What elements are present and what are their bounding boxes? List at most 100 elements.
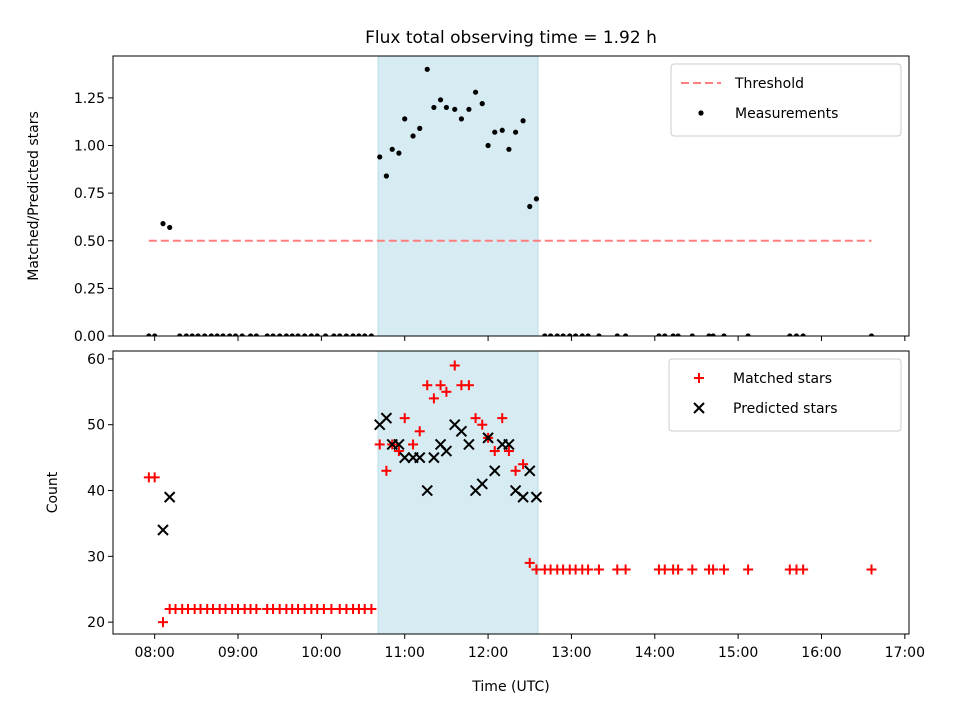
data-point — [167, 224, 173, 231]
data-point — [670, 333, 676, 336]
data-point — [214, 333, 220, 336]
legend-box — [670, 63, 902, 137]
legend-label: Matched stars — [733, 371, 832, 387]
x-b — [503, 438, 515, 451]
data-point — [499, 127, 505, 133]
x-b — [440, 445, 453, 457]
data-point — [718, 564, 729, 575]
data-point — [239, 333, 245, 336]
data-point — [366, 603, 377, 614]
data-point — [466, 106, 472, 112]
x-tick-label: 16:00 — [801, 645, 841, 661]
y-tick-label: 1.25 — [74, 91, 105, 107]
data-point — [380, 412, 393, 424]
data-point — [482, 432, 494, 444]
y-tick-label: 40 — [87, 484, 105, 500]
data-point — [157, 524, 169, 536]
data-point — [479, 101, 485, 107]
data-point — [614, 333, 620, 336]
data-point — [389, 146, 395, 152]
x-b — [414, 451, 426, 464]
x-b — [524, 465, 536, 477]
data-point — [183, 333, 189, 336]
data-point — [687, 564, 698, 575]
data-point — [673, 564, 684, 575]
observing-window-span — [377, 351, 539, 634]
legend-label: Threshold — [734, 76, 804, 92]
data-point — [410, 133, 416, 139]
data-point — [554, 333, 560, 336]
y-tick-label: 20 — [87, 615, 105, 631]
y-tick-label: 0.00 — [74, 329, 105, 345]
y-axis-label: Matched/Predicted stars — [26, 111, 42, 281]
legend-box — [668, 358, 902, 432]
data-point — [452, 106, 458, 112]
data-point — [675, 333, 681, 336]
data-point — [202, 333, 208, 336]
data-point — [289, 333, 295, 336]
data-point — [572, 333, 579, 336]
x-b — [482, 432, 494, 444]
panel-1: 0.00 0.25 0.50 0.75 1.00 1.25 Flux total obser… — [26, 28, 910, 345]
data-point — [322, 333, 329, 336]
data-point — [530, 491, 543, 503]
data-point — [472, 89, 479, 95]
x-axis-label: Time (UTC) — [471, 679, 549, 695]
data-point — [506, 146, 512, 152]
data-point — [414, 426, 425, 437]
data-point — [383, 173, 389, 179]
data-point — [220, 333, 226, 336]
x-b — [489, 465, 501, 477]
data-point — [396, 150, 402, 156]
data-point — [362, 333, 368, 336]
data-point — [567, 333, 573, 336]
x-tick-label: 17:00 — [885, 645, 925, 661]
data-point — [368, 333, 374, 336]
x-b — [434, 438, 447, 451]
data-point — [326, 603, 337, 614]
data-point — [659, 564, 670, 575]
data-point — [798, 564, 809, 575]
chart-title: Flux total observing time = 1.92 h — [365, 28, 657, 48]
series-matched-stars — [143, 360, 877, 628]
data-point — [512, 129, 519, 135]
data-point — [517, 491, 529, 503]
data-point — [399, 451, 411, 464]
x-b — [517, 491, 529, 503]
data-point — [232, 333, 239, 336]
data-point — [520, 118, 526, 124]
data-point — [463, 438, 475, 451]
x-b — [463, 438, 475, 451]
data-point — [408, 439, 419, 450]
x-b — [380, 412, 393, 424]
x-tick-label: 09:00 — [218, 645, 258, 661]
data-point — [374, 439, 385, 450]
data-point — [656, 333, 662, 336]
data-point — [612, 564, 623, 575]
data-point — [527, 203, 533, 210]
x-b — [693, 402, 705, 414]
data-point — [377, 154, 383, 160]
data-point — [399, 413, 410, 424]
data-point — [524, 557, 535, 568]
legend-swatch — [693, 402, 705, 414]
legend: Matched stars Predicted stars — [668, 358, 902, 432]
legend-label: Measurements — [735, 106, 838, 122]
data-point — [146, 333, 152, 336]
data-point — [689, 333, 695, 336]
data-point — [314, 333, 320, 336]
data-point — [424, 66, 430, 72]
data-point — [583, 564, 594, 575]
data-point — [441, 386, 452, 397]
axes-frame — [112, 350, 910, 635]
y-tick-label: 0.50 — [74, 234, 105, 250]
plot-area — [143, 351, 877, 634]
y-tick-label: 1.00 — [74, 139, 105, 155]
data-point — [503, 446, 514, 457]
data-point — [489, 446, 500, 457]
data-point — [343, 333, 349, 336]
data-point — [422, 380, 433, 391]
data-point — [158, 617, 169, 628]
data-point — [492, 129, 498, 135]
data-point — [485, 142, 491, 149]
